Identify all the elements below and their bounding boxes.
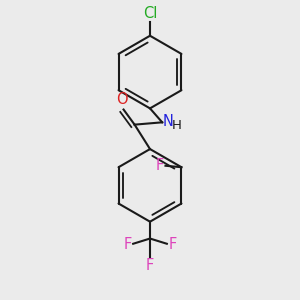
Text: H: H xyxy=(172,119,182,132)
Text: Cl: Cl xyxy=(143,6,157,21)
Text: N: N xyxy=(163,114,174,129)
Text: F: F xyxy=(146,258,154,273)
Text: F: F xyxy=(169,237,177,252)
Text: F: F xyxy=(123,237,131,252)
Text: F: F xyxy=(155,158,164,173)
Text: O: O xyxy=(116,92,128,106)
